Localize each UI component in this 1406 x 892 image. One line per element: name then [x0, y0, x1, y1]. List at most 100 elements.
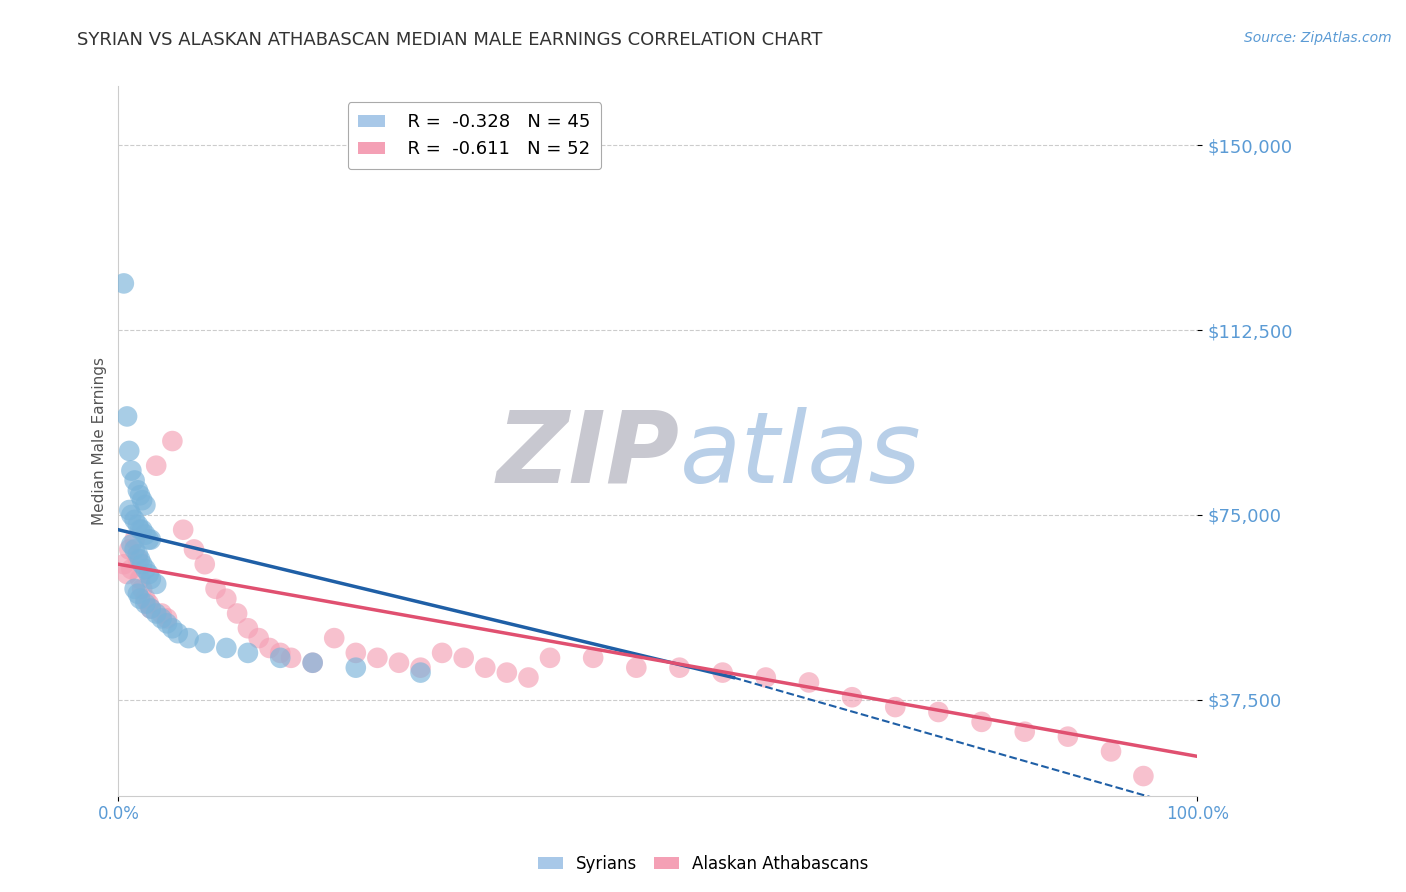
- Point: [124, 542, 146, 557]
- Point: [204, 582, 226, 596]
- Point: [127, 483, 149, 498]
- Point: [970, 714, 993, 729]
- Point: [430, 646, 453, 660]
- Point: [884, 700, 907, 714]
- Point: [226, 607, 249, 621]
- Point: [1099, 744, 1122, 758]
- Point: [118, 542, 141, 557]
- Point: [145, 458, 167, 473]
- Point: [177, 631, 200, 645]
- Point: [129, 523, 152, 537]
- Point: [129, 552, 152, 566]
- Point: [1057, 730, 1080, 744]
- Point: [127, 547, 149, 561]
- Point: [145, 577, 167, 591]
- Point: [453, 650, 475, 665]
- Point: [156, 616, 179, 631]
- Point: [409, 661, 432, 675]
- Point: [139, 533, 162, 547]
- Point: [115, 409, 138, 424]
- Point: [215, 591, 238, 606]
- Point: [129, 591, 152, 606]
- Point: [138, 597, 160, 611]
- Point: [139, 601, 162, 615]
- Point: [626, 661, 648, 675]
- Point: [139, 572, 162, 586]
- Point: [131, 523, 153, 537]
- Point: [131, 558, 153, 572]
- Point: [115, 567, 138, 582]
- Point: [134, 527, 156, 541]
- Point: [131, 493, 153, 508]
- Point: [124, 582, 146, 596]
- Point: [131, 582, 153, 596]
- Point: [495, 665, 517, 680]
- Point: [127, 517, 149, 532]
- Point: [841, 690, 863, 705]
- Point: [259, 640, 281, 655]
- Point: [301, 656, 323, 670]
- Point: [194, 558, 217, 572]
- Point: [127, 552, 149, 566]
- Point: [129, 488, 152, 502]
- Point: [150, 607, 173, 621]
- Point: [269, 650, 291, 665]
- Point: [138, 567, 160, 582]
- Point: [409, 665, 432, 680]
- Point: [247, 631, 270, 645]
- Point: [145, 607, 167, 621]
- Point: [124, 513, 146, 527]
- Point: [156, 611, 179, 625]
- Point: [150, 611, 173, 625]
- Point: [538, 650, 561, 665]
- Point: [120, 508, 142, 522]
- Legend:   R =  -0.328   N = 45,   R =  -0.611   N = 52: R = -0.328 N = 45, R = -0.611 N = 52: [347, 103, 602, 169]
- Point: [582, 650, 605, 665]
- Point: [172, 523, 194, 537]
- Point: [112, 558, 135, 572]
- Point: [134, 597, 156, 611]
- Text: ZIP: ZIP: [496, 407, 679, 504]
- Point: [120, 464, 142, 478]
- Point: [129, 572, 152, 586]
- Point: [118, 503, 141, 517]
- Point: [474, 661, 496, 675]
- Point: [927, 705, 949, 719]
- Point: [1132, 769, 1154, 783]
- Point: [124, 533, 146, 547]
- Point: [215, 640, 238, 655]
- Point: [138, 533, 160, 547]
- Point: [797, 675, 820, 690]
- Point: [118, 444, 141, 458]
- Point: [162, 621, 184, 635]
- Point: [134, 591, 156, 606]
- Point: [236, 621, 259, 635]
- Point: [668, 661, 690, 675]
- Point: [139, 601, 162, 615]
- Point: [134, 562, 156, 576]
- Point: [269, 646, 291, 660]
- Point: [236, 646, 259, 660]
- Point: [366, 650, 388, 665]
- Point: [388, 656, 411, 670]
- Point: [166, 626, 188, 640]
- Point: [183, 542, 205, 557]
- Point: [134, 498, 156, 512]
- Point: [120, 537, 142, 551]
- Point: [280, 650, 302, 665]
- Point: [162, 434, 184, 448]
- Point: [517, 671, 540, 685]
- Point: [112, 277, 135, 291]
- Text: Source: ZipAtlas.com: Source: ZipAtlas.com: [1244, 31, 1392, 45]
- Point: [344, 646, 367, 660]
- Point: [1014, 724, 1036, 739]
- Text: atlas: atlas: [679, 407, 921, 504]
- Point: [323, 631, 346, 645]
- Point: [120, 562, 142, 576]
- Point: [711, 665, 734, 680]
- Point: [301, 656, 323, 670]
- Legend: Syrians, Alaskan Athabascans: Syrians, Alaskan Athabascans: [531, 848, 875, 880]
- Point: [755, 671, 778, 685]
- Point: [194, 636, 217, 650]
- Text: SYRIAN VS ALASKAN ATHABASCAN MEDIAN MALE EARNINGS CORRELATION CHART: SYRIAN VS ALASKAN ATHABASCAN MEDIAN MALE…: [77, 31, 823, 49]
